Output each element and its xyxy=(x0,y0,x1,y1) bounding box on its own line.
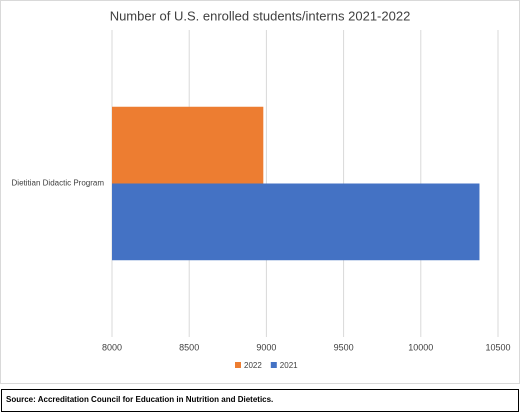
legend-swatch xyxy=(235,362,241,368)
legend-label: 2021 xyxy=(280,361,298,370)
y-tick-label: Dietitian Didactic Program xyxy=(12,179,105,188)
x-tick-label: 9500 xyxy=(334,342,354,352)
chart-title: Number of U.S. enrolled students/interns… xyxy=(110,8,411,23)
x-tick-label: 8500 xyxy=(179,342,199,352)
bar xyxy=(112,106,264,184)
source: Source: Accreditation Council for Educat… xyxy=(6,395,273,404)
x-tick-label: 8000 xyxy=(102,342,122,352)
legend-label: 2022 xyxy=(244,361,262,370)
bar xyxy=(112,183,480,261)
x-tick-label: 9000 xyxy=(256,342,276,352)
x-tick-label: 10500 xyxy=(485,342,510,352)
legend-swatch xyxy=(270,362,277,368)
source-box xyxy=(1,389,519,412)
x-tick-label: 10000 xyxy=(408,342,433,352)
